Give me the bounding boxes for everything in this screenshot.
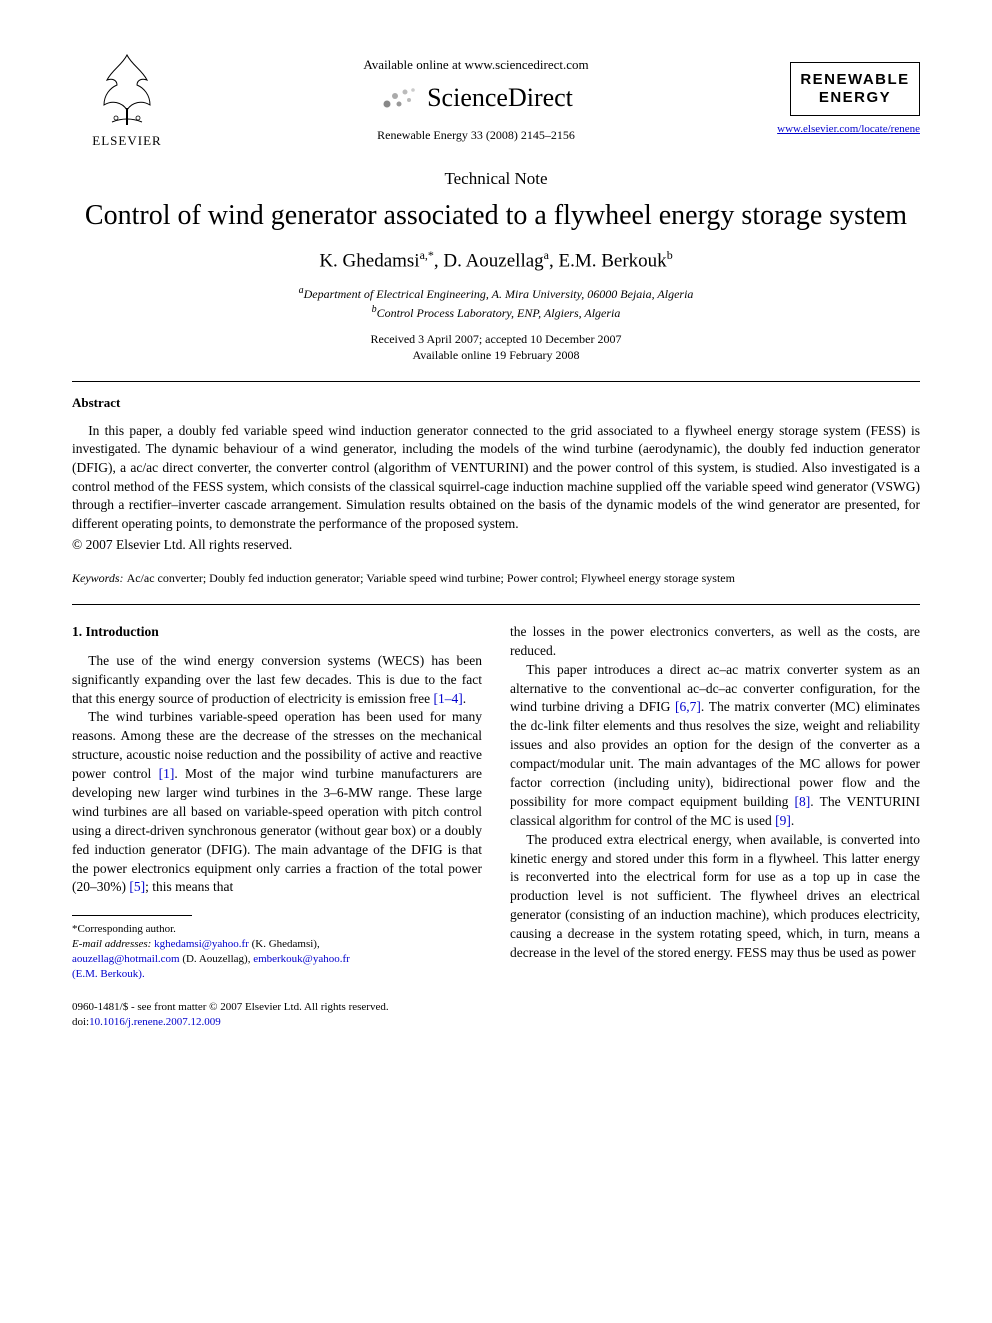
author-2-sup: a — [544, 248, 549, 262]
abstract-heading: Abstract — [72, 394, 920, 412]
article-title: Control of wind generator associated to … — [72, 198, 920, 233]
sciencedirect-icon — [379, 82, 419, 112]
ref-6-7[interactable]: [6,7] — [675, 699, 701, 714]
front-matter: 0960-1481/$ - see front matter © 2007 El… — [72, 1000, 482, 1015]
authors: K. Ghedamsia,*, D. Aouzellaga, E.M. Berk… — [72, 247, 920, 274]
email-2[interactable]: aouzellag@hotmail.com — [72, 953, 180, 965]
column-left: 1. Introduction The use of the wind ener… — [72, 623, 482, 1030]
author-1: K. Ghedamsi — [319, 251, 419, 272]
footnote-separator — [72, 915, 192, 916]
author-1-sup: a,* — [420, 248, 434, 262]
intro-p1: The use of the wind energy conversion sy… — [72, 652, 482, 709]
available-date: Available online 19 February 2008 — [412, 348, 579, 362]
email-3[interactable]: emberkouk@yahoo.fr — [253, 953, 350, 965]
sciencedirect-logo: ScienceDirect — [379, 80, 573, 115]
keywords-label: Keywords: — [72, 571, 124, 585]
email-3-name: (E.M. Berkouk). — [72, 968, 145, 980]
intro-p4: This paper introduces a direct ac–ac mat… — [510, 661, 920, 831]
affil-b: Control Process Laboratory, ENP, Algiers… — [377, 306, 621, 320]
doi-link[interactable]: 10.1016/j.renene.2007.12.009 — [89, 1016, 221, 1028]
author-3: E.M. Berkouk — [559, 251, 667, 272]
technical-note-label: Technical Note — [72, 168, 920, 191]
locate-link[interactable]: www.elsevier.com/locate/renene — [777, 122, 920, 137]
intro-p5: The produced extra electrical energy, wh… — [510, 831, 920, 963]
body-columns: 1. Introduction The use of the wind ener… — [72, 623, 920, 1030]
footnotes: *Corresponding author. E-mail addresses:… — [72, 922, 482, 981]
received-date: Received 3 April 2007; accepted 10 Decem… — [371, 332, 622, 346]
email-addresses: E-mail addresses: kghedamsi@yahoo.fr (K.… — [72, 937, 482, 982]
affil-a: Department of Electrical Engineering, A.… — [304, 287, 694, 301]
email-label: E-mail addresses: — [72, 938, 151, 950]
renewable-l1: RENEWABLE — [797, 71, 913, 89]
available-online-text: Available online at www.sciencedirect.co… — [363, 56, 588, 74]
abstract-copyright: © 2007 Elsevier Ltd. All rights reserved… — [72, 536, 920, 554]
intro-p3: the losses in the power electronics conv… — [510, 623, 920, 661]
journal-reference: Renewable Energy 33 (2008) 2145–2156 — [377, 127, 575, 143]
header-center: Available online at www.sciencedirect.co… — [182, 56, 770, 143]
corresponding-author: *Corresponding author. — [72, 922, 482, 937]
article-dates: Received 3 April 2007; accepted 10 Decem… — [72, 331, 920, 363]
email-1[interactable]: kghedamsi@yahoo.fr — [154, 938, 249, 950]
ref-1[interactable]: [1] — [159, 766, 175, 781]
elsevier-tree-icon — [92, 50, 162, 130]
author-2: D. Aouzellag — [443, 251, 543, 272]
intro-p2: The wind turbines variable-speed operati… — [72, 708, 482, 897]
bottom-meta: 0960-1481/$ - see front matter © 2007 El… — [72, 1000, 482, 1030]
sciencedirect-text: ScienceDirect — [427, 80, 573, 115]
keywords-values: Ac/ac converter; Doubly fed induction ge… — [127, 571, 735, 585]
ref-5[interactable]: [5] — [129, 879, 145, 894]
ref-1-4[interactable]: [1–4] — [434, 691, 463, 706]
ref-9[interactable]: [9] — [775, 813, 791, 828]
header-row: ELSEVIER Available online at www.science… — [72, 50, 920, 150]
ref-8[interactable]: [8] — [795, 794, 811, 809]
elsevier-logo-block: ELSEVIER — [72, 50, 182, 150]
abstract-body: In this paper, a doubly fed variable spe… — [72, 422, 920, 534]
renewable-l2: ENERGY — [797, 89, 913, 107]
column-right: the losses in the power electronics conv… — [510, 623, 920, 1030]
header-right: RENEWABLE ENERGY www.elsevier.com/locate… — [770, 62, 920, 137]
keywords: Keywords: Ac/ac converter; Doubly fed in… — [72, 570, 920, 586]
affiliations: aDepartment of Electrical Engineering, A… — [72, 284, 920, 320]
separator-top — [72, 381, 920, 382]
separator-bottom — [72, 604, 920, 605]
elsevier-text: ELSEVIER — [92, 132, 161, 150]
doi-line: doi:10.1016/j.renene.2007.12.009 — [72, 1015, 482, 1030]
author-3-sup: b — [667, 248, 673, 262]
section-1-heading: 1. Introduction — [72, 623, 482, 642]
journal-title-box: RENEWABLE ENERGY — [790, 62, 920, 116]
